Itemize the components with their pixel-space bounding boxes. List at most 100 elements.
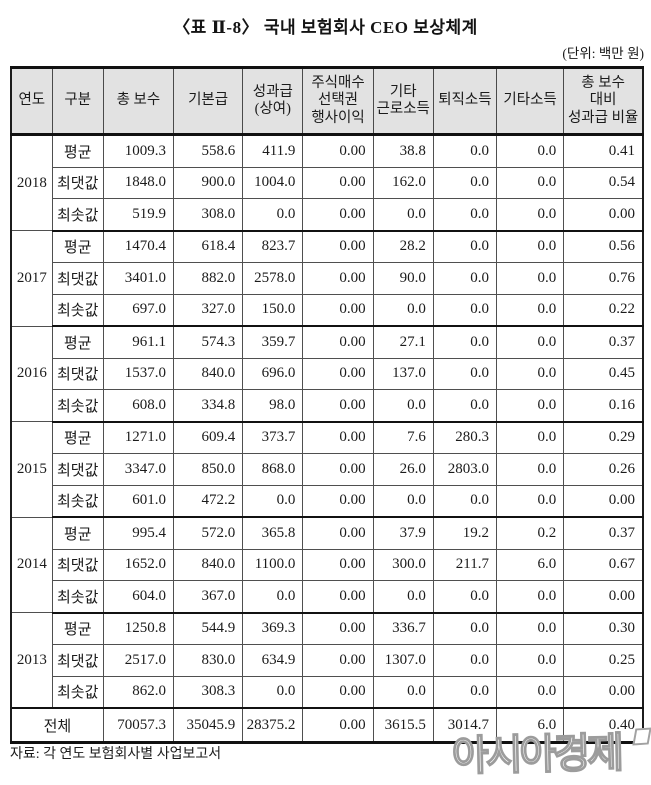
- value-cell: 369.3: [242, 612, 304, 645]
- value-cell: 90.0: [372, 262, 434, 295]
- value-cell: 961.1: [102, 325, 175, 359]
- total-value-cell: 3615.5: [372, 707, 434, 743]
- value-cell: 574.3: [172, 325, 244, 359]
- stat-label-cell: 최댓값: [51, 644, 104, 677]
- value-cell: 367.0: [172, 580, 244, 614]
- value-cell: 0.41: [563, 134, 645, 168]
- value-cell: 0.56: [563, 230, 645, 263]
- value-cell: 1848.0: [102, 166, 175, 199]
- stat-label-cell: 최댓값: [51, 166, 104, 199]
- value-cell: 0.00: [302, 198, 374, 232]
- value-cell: 0.00: [302, 293, 374, 327]
- value-cell: 572.0: [172, 516, 244, 550]
- total-label-cell: 전체: [9, 707, 104, 743]
- value-cell: 0.0: [432, 644, 498, 677]
- value-cell: 0.00: [302, 453, 374, 486]
- value-cell: 19.2: [432, 516, 498, 550]
- value-cell: 0.0: [372, 293, 434, 327]
- value-cell: 0.0: [495, 262, 565, 295]
- value-cell: 0.0: [495, 580, 565, 614]
- value-cell: 840.0: [172, 548, 244, 581]
- value-cell: 38.8: [372, 134, 434, 168]
- value-cell: 995.4: [102, 516, 175, 550]
- value-cell: 0.0: [495, 166, 565, 199]
- value-cell: 900.0: [172, 166, 244, 199]
- value-cell: 0.00: [302, 389, 374, 423]
- value-cell: 0.0: [432, 293, 498, 327]
- value-cell: 411.9: [242, 134, 304, 168]
- stat-label-cell: 최댓값: [51, 453, 104, 486]
- value-cell: 0.00: [302, 675, 374, 709]
- value-cell: 308.0: [172, 198, 244, 232]
- value-cell: 0.0: [495, 675, 565, 709]
- value-cell: 1537.0: [102, 357, 175, 390]
- table-header: 연도 구분 총 보수 기본급 성과급 (상여) 주식매수 선택권 행사이익 기타 근로소득 퇴…: [10, 67, 644, 136]
- value-cell: 868.0: [242, 453, 304, 486]
- value-cell: 0.00: [563, 198, 645, 232]
- value-cell: 162.0: [372, 166, 434, 199]
- value-cell: 0.00: [302, 548, 374, 581]
- value-cell: 0.00: [563, 675, 645, 709]
- compensation-table: 연도 구분 총 보수 기본급 성과급 (상여) 주식매수 선택권 행사이익 기타 근로소득 퇴…: [9, 66, 645, 744]
- value-cell: 26.0: [372, 453, 434, 486]
- value-cell: 37.9: [372, 516, 434, 550]
- value-cell: 1307.0: [372, 644, 434, 677]
- value-cell: 840.0: [172, 357, 244, 390]
- value-cell: 0.0: [432, 389, 498, 423]
- value-cell: 0.0: [242, 675, 304, 709]
- value-cell: 0.0: [432, 484, 498, 518]
- value-cell: 609.4: [172, 421, 244, 454]
- unit-label: (단위: 백만 원): [562, 46, 644, 61]
- column-header: 총 보수 대비 성과급 비율: [563, 67, 644, 136]
- value-cell: 327.0: [172, 293, 244, 327]
- stat-label-cell: 평균: [51, 612, 104, 645]
- value-cell: 0.0: [495, 293, 565, 327]
- stat-label-cell: 평균: [51, 516, 104, 550]
- value-cell: 0.0: [495, 134, 565, 168]
- total-value-cell: 28375.2: [242, 707, 304, 743]
- value-cell: 696.0: [242, 357, 304, 390]
- value-cell: 862.0: [102, 675, 175, 709]
- value-cell: 0.00: [563, 484, 645, 518]
- column-header: 퇴직소득: [432, 67, 498, 136]
- value-cell: 0.00: [302, 357, 374, 390]
- value-cell: 0.37: [563, 325, 645, 359]
- table-body: 2018 평균 1009.3 558.6 411.9 0.00 38.8 0.0 0.0 0.41…: [9, 134, 645, 743]
- value-cell: 0.2: [495, 516, 565, 550]
- value-cell: 0.45: [563, 357, 645, 390]
- value-cell: 280.3: [432, 421, 498, 454]
- value-cell: 0.0: [242, 484, 304, 518]
- stat-label-cell: 최솟값: [51, 675, 104, 709]
- value-cell: 0.00: [302, 644, 374, 677]
- stat-label-cell: 최댓값: [51, 357, 104, 390]
- value-cell: 1009.3: [102, 134, 175, 168]
- stat-label-cell: 최솟값: [51, 198, 104, 232]
- total-value-cell: 3014.7: [432, 707, 498, 743]
- value-cell: 0.26: [563, 453, 645, 486]
- stat-label-cell: 최솟값: [51, 484, 104, 518]
- total-value-cell: 35045.9: [172, 707, 244, 743]
- value-cell: 608.0: [102, 389, 175, 423]
- value-cell: 0.00: [302, 484, 374, 518]
- value-cell: 2517.0: [102, 644, 175, 677]
- value-cell: 1470.4: [102, 230, 175, 263]
- value-cell: 0.0: [372, 389, 434, 423]
- value-cell: 604.0: [102, 580, 175, 614]
- value-cell: 0.0: [495, 484, 565, 518]
- total-value-cell: 0.40: [563, 707, 645, 743]
- value-cell: 0.30: [563, 612, 645, 645]
- value-cell: 0.0: [432, 357, 498, 390]
- column-header: 주식매수 선택권 행사이익: [302, 67, 374, 136]
- value-cell: 7.6: [372, 421, 434, 454]
- value-cell: 0.0: [372, 675, 434, 709]
- total-value-cell: 6.0: [495, 707, 565, 743]
- value-cell: 0.22: [563, 293, 645, 327]
- column-header: 총 보수: [102, 67, 175, 136]
- stat-label-cell: 평균: [51, 134, 104, 168]
- table-title: 〈표 Ⅱ-8〉 국내 보험회사 CEO 보상체계: [173, 18, 478, 37]
- value-cell: 0.00: [302, 516, 374, 550]
- stat-label-cell: 최댓값: [51, 262, 104, 295]
- value-cell: 3401.0: [102, 262, 175, 295]
- value-cell: 1652.0: [102, 548, 175, 581]
- value-cell: 137.0: [372, 357, 434, 390]
